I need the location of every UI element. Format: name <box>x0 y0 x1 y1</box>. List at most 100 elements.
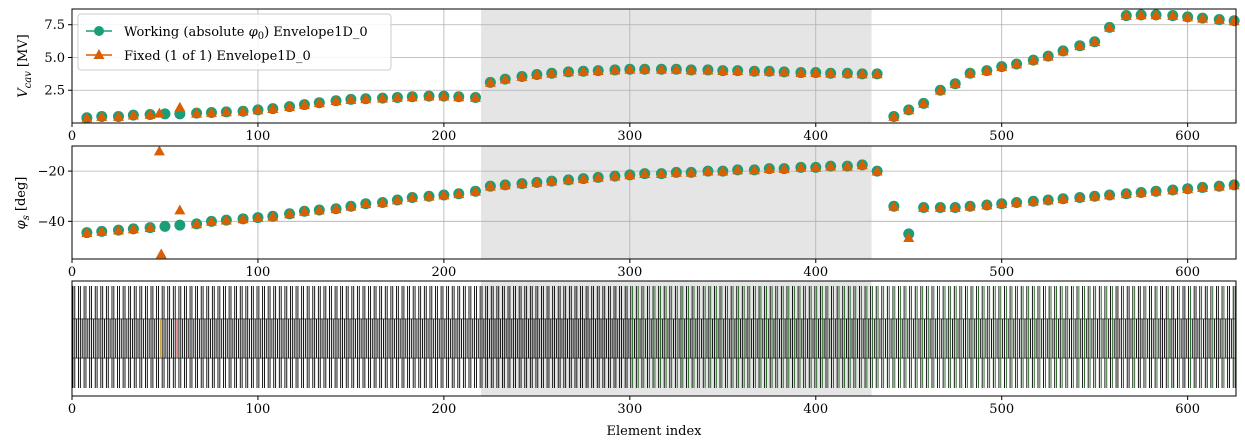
data-point-fixed <box>702 64 714 75</box>
data-point-working <box>174 219 186 231</box>
legend-label-fixed: Fixed (1 of 1) Envelope1D_0 <box>124 49 311 64</box>
data-point-fixed <box>903 232 915 243</box>
legend-marker-working <box>94 26 104 36</box>
ylabel-unit: [MV] <box>16 34 31 67</box>
data-point-fixed <box>96 225 108 236</box>
data-point-fixed <box>1074 40 1086 51</box>
data-point-fixed <box>717 165 729 176</box>
ylabel-unit: [deg] <box>14 177 29 211</box>
data-point-fixed <box>918 202 930 212</box>
data-point-fixed <box>153 107 165 118</box>
y-ticks: −40 −20 <box>38 165 72 230</box>
data-point-fixed <box>624 169 636 180</box>
data-point-fixed <box>1057 45 1069 56</box>
x-tick-label: 200 <box>431 402 456 417</box>
x-tick-label: 200 <box>431 129 456 144</box>
data-point-fixed <box>964 200 976 211</box>
data-point-fixed <box>1011 58 1023 69</box>
data-point-fixed <box>763 65 775 76</box>
x-tick-label: 600 <box>1175 402 1200 417</box>
x-ticks: 0 100 200 300 400 500 600 <box>68 259 1200 280</box>
data-point-fixed <box>191 107 203 118</box>
data-point-fixed <box>345 93 357 104</box>
data-point-fixed <box>237 105 249 116</box>
data-point-fixed <box>1011 197 1023 207</box>
data-point-fixed <box>1135 9 1147 20</box>
y-tick-label: 2.5 <box>44 84 65 99</box>
data-point-fixed <box>313 97 325 108</box>
data-point-fixed <box>1213 13 1225 24</box>
data-point-fixed <box>1213 180 1225 191</box>
data-point-fixed <box>1042 194 1054 205</box>
x-tick-label: 400 <box>803 402 828 417</box>
data-point-fixed <box>499 73 511 84</box>
lattice-elements <box>72 286 1236 388</box>
data-point-fixed <box>438 189 450 200</box>
x-tick-label: 100 <box>246 265 271 280</box>
data-point-fixed <box>144 222 156 233</box>
data-point-fixed <box>748 65 760 76</box>
data-point-fixed <box>949 202 961 212</box>
data-point-fixed <box>96 110 108 121</box>
data-point-fixed <box>112 110 124 121</box>
data-point-fixed <box>360 198 372 209</box>
data-point-fixed <box>1120 10 1132 20</box>
data-point-fixed <box>1042 50 1054 61</box>
data-point-fixed <box>469 91 481 102</box>
x-tick-label: 300 <box>617 402 642 417</box>
data-point-fixed <box>1182 183 1194 194</box>
data-point-fixed <box>499 179 511 190</box>
data-point-fixed <box>810 161 822 172</box>
data-point-fixed <box>856 159 868 170</box>
data-point-fixed <box>1120 188 1132 199</box>
legend-label-working: Working (absolute φ0) Envelope1D_0 <box>124 25 368 42</box>
data-point-fixed <box>685 166 697 177</box>
data-point-fixed <box>377 92 389 103</box>
data-point-fixed <box>438 90 450 101</box>
data-point-fixed <box>1027 195 1039 206</box>
data-point-fixed <box>252 212 264 222</box>
data-point-fixed <box>670 63 682 74</box>
data-point-fixed <box>562 66 574 77</box>
data-point-fixed <box>205 107 217 117</box>
data-point-fixed <box>546 67 558 78</box>
x-tick-label: 400 <box>803 265 828 280</box>
data-point-fixed <box>871 165 883 176</box>
x-tick-label: 0 <box>68 129 76 144</box>
shaded-region <box>481 146 872 259</box>
x-tick-label: 600 <box>1175 129 1200 144</box>
x-axis-label: Element index <box>607 424 703 439</box>
data-point-fixed <box>153 145 165 156</box>
data-point-fixed <box>330 95 342 106</box>
data-point-fixed <box>795 161 807 172</box>
data-point-fixed <box>191 218 203 229</box>
x-tick-label: 300 <box>617 129 642 144</box>
x-tick-label: 100 <box>246 129 271 144</box>
data-point-fixed <box>453 91 465 102</box>
x-tick-label: 600 <box>1175 265 1200 280</box>
data-point-fixed <box>934 84 946 95</box>
data-point-fixed <box>127 223 139 234</box>
data-point-fixed <box>546 175 558 186</box>
x-tick-label: 200 <box>431 265 456 280</box>
data-point-fixed <box>577 173 589 184</box>
data-point-fixed <box>174 204 186 215</box>
data-point-fixed <box>795 67 807 77</box>
data-point-fixed <box>934 202 946 212</box>
data-point-fixed <box>144 108 156 119</box>
data-point-fixed <box>778 163 790 173</box>
data-point-fixed <box>685 64 697 75</box>
x-ticks: 0 100 200 300 400 500 600 <box>68 123 1200 144</box>
data-marks <box>81 145 1240 259</box>
data-point-fixed <box>981 65 993 75</box>
data-point-fixed <box>702 165 714 176</box>
data-point-fixed <box>841 160 853 171</box>
y-tick-label: −20 <box>38 165 65 180</box>
data-point-fixed <box>1135 186 1147 197</box>
data-point-fixed <box>484 180 496 191</box>
axes-frame <box>71 280 1237 397</box>
data-point-fixed <box>298 99 310 110</box>
data-point-fixed <box>996 61 1008 72</box>
legend-marker-fixed <box>93 49 105 59</box>
data-point-fixed <box>856 68 868 79</box>
